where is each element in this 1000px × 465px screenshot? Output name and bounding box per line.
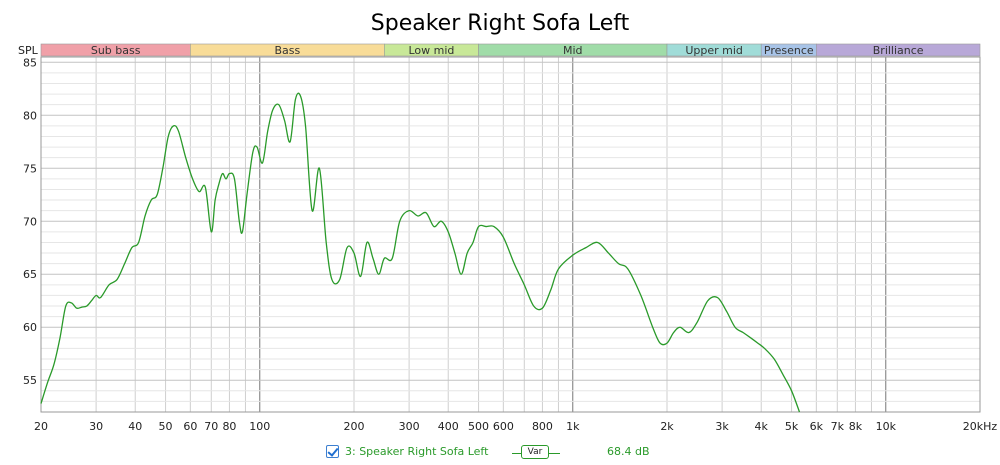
x-tick-label: 500 [468, 420, 489, 433]
y-tick-label: 65 [23, 268, 37, 281]
x-tick-label: 400 [438, 420, 459, 433]
y-tick-label: 55 [23, 374, 37, 387]
x-tick-labels: 20 30 40 50 60 70 80 100 200 300 400 500 600 800 1k 2k 3… [34, 420, 997, 433]
x-tick-label: 800 [532, 420, 553, 433]
band-label-5: Presence [764, 44, 814, 57]
band-6 [816, 43, 981, 57]
legend-series-label[interactable]: 3: Speaker Right Sofa Left [345, 445, 489, 458]
band-label-3: Mid [563, 44, 583, 57]
x-tick-label: 30 [89, 420, 103, 433]
x-tick-label: 20 [34, 420, 48, 433]
x-tick-label: 40 [128, 420, 142, 433]
x-tick-label: 100 [249, 420, 270, 433]
x-tick-label: 20kHz [963, 420, 998, 433]
x-tick-label: 80 [222, 420, 236, 433]
y-tick-labels: 55 60 65 70 75 80 85 [23, 56, 37, 387]
x-tick-label: 6k [810, 420, 824, 433]
var-button[interactable]: Var [521, 445, 549, 459]
y-tick-label: 85 [23, 56, 37, 69]
y-axis-label: SPL [18, 44, 39, 57]
series-visibility-checkbox[interactable] [326, 445, 339, 458]
x-tick-label: 200 [344, 420, 365, 433]
x-tick-label: 60 [183, 420, 197, 433]
series-line-0 [40, 92, 801, 413]
band-label-0: Sub bass [91, 44, 141, 57]
x-tick-label: 600 [493, 420, 514, 433]
y-tick-label: 80 [23, 109, 37, 122]
x-tick-label: 2k [660, 420, 674, 433]
chart-title: Speaker Right Sofa Left [371, 11, 630, 36]
band-label-4: Upper mid [685, 44, 743, 57]
grid-lines [41, 57, 980, 413]
x-tick-label: 10k [876, 420, 897, 433]
series-layer [40, 92, 801, 413]
x-tick-label: 4k [755, 420, 769, 433]
y-tick-label: 70 [23, 215, 37, 228]
band-label-1: Bass [274, 44, 300, 57]
frequency-bands: Sub bass Bass Low mid Mid Upper mid Presence B… [40, 43, 981, 57]
y-tick-label: 60 [23, 321, 37, 334]
x-tick-label: 70 [204, 420, 218, 433]
y-tick-label: 75 [23, 162, 37, 175]
legend-value: 68.4 dB [607, 445, 650, 458]
x-tick-label: 5k [785, 420, 799, 433]
x-tick-label: 3k [715, 420, 729, 433]
x-tick-label: 7k [831, 420, 845, 433]
band-label-2: Low mid [408, 44, 454, 57]
plot-frame [40, 56, 981, 413]
x-tick-label: 8k [849, 420, 863, 433]
band-label-6: Brilliance [873, 44, 924, 57]
x-tick-label: 50 [159, 420, 173, 433]
legend: 3: Speaker Right Sofa Left Var 68.4 dB [0, 442, 1000, 464]
x-tick-label: 1k [566, 420, 580, 433]
x-tick-label: 300 [399, 420, 420, 433]
